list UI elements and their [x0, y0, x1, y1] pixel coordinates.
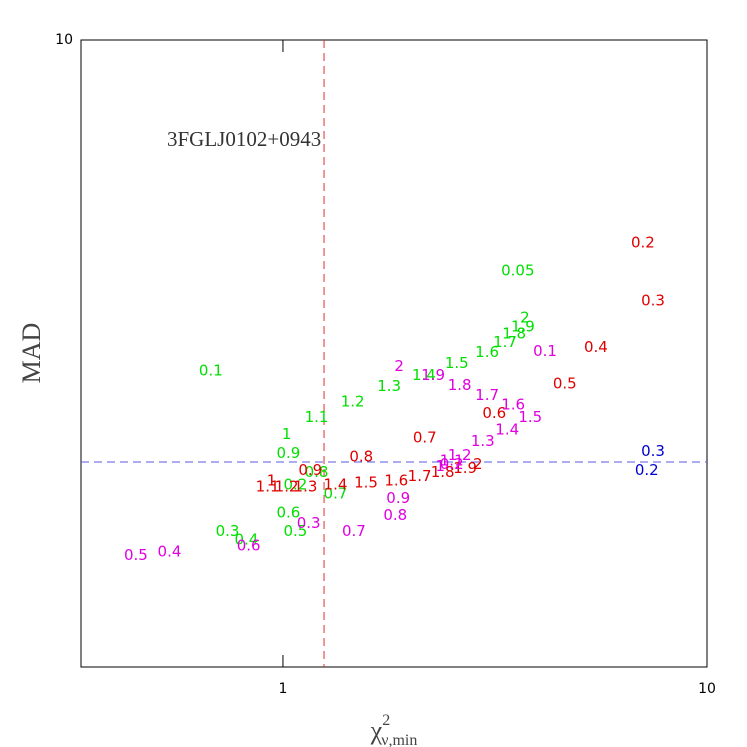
- point-label: 0.1: [199, 362, 223, 380]
- point-label: 1.8: [502, 325, 526, 343]
- point-label: 1.8: [431, 463, 455, 481]
- point-label: 1.9: [511, 317, 535, 335]
- point-label: 0.9: [386, 489, 410, 507]
- point-label: 1.7: [408, 467, 432, 485]
- point-label: 1.2: [448, 446, 472, 464]
- point-label: 1.7: [475, 386, 499, 404]
- point-label: 0.4: [234, 531, 258, 549]
- point-label: 1.3: [377, 377, 401, 395]
- point-label: 1.7: [493, 333, 517, 351]
- point-label: 2: [473, 455, 483, 473]
- point-label: 1.6: [384, 471, 408, 489]
- point-label: 1.9: [421, 366, 445, 384]
- x-label-sup: 2: [382, 712, 390, 729]
- point-label: 1: [436, 457, 446, 475]
- point-label: 0.2: [635, 461, 659, 479]
- point-label: 1.9: [453, 459, 477, 477]
- point-label: 1.5: [354, 473, 378, 491]
- point-label: 1.4: [412, 366, 436, 384]
- point-label: 1.3: [294, 478, 318, 496]
- point-label: 1.3: [471, 432, 495, 450]
- point-label: 0.4: [584, 338, 608, 356]
- point-label: 0.5: [553, 375, 577, 393]
- point-label: 0.3: [216, 522, 240, 540]
- point-label: 0.3: [297, 514, 321, 532]
- point-label: 1.6: [475, 343, 499, 361]
- point-label: 0.2: [283, 476, 307, 494]
- point-label: 2: [394, 357, 404, 375]
- point-label: 0.7: [324, 484, 348, 502]
- point-label: 1.1: [440, 451, 464, 469]
- x-axis-label: χ2 ν,min: [370, 712, 418, 747]
- x-label-base: χ: [370, 716, 383, 745]
- point-label: 0.5: [124, 546, 148, 564]
- point-label: 1.2: [341, 393, 365, 411]
- point-label: 1.5: [518, 408, 542, 426]
- point-label: 0.2: [631, 234, 655, 252]
- point-label: 0.6: [237, 537, 261, 555]
- y-tick-label: 10: [55, 32, 73, 48]
- point-label: 0.8: [383, 506, 407, 524]
- point-label: 0.2: [440, 455, 464, 473]
- point-label: 1: [282, 425, 292, 443]
- point-label: 1.4: [324, 476, 348, 494]
- point-label: 0.5: [283, 522, 307, 540]
- point-label: 0.6: [276, 503, 300, 521]
- point-label: 2: [520, 309, 530, 327]
- point-label: 0.9: [276, 444, 300, 462]
- point-label: 0.8: [349, 448, 373, 466]
- x-tick-label: 1: [278, 681, 287, 697]
- annotation: 3FGLJ0102+0943: [167, 127, 321, 151]
- point-label: 0.7: [413, 428, 437, 446]
- point-label: 0.3: [641, 292, 665, 310]
- point-label: 1.2: [275, 478, 299, 496]
- point-label: 1.5: [445, 354, 469, 372]
- point-label: 0.8: [305, 463, 329, 481]
- point-label: 0.05: [501, 261, 534, 279]
- point-label: 0.1: [533, 342, 557, 360]
- point-label: 0.9: [298, 461, 322, 479]
- point-label: 0.4: [158, 543, 182, 561]
- point-label: 0.3: [641, 442, 665, 460]
- point-label: 1.1: [305, 408, 329, 426]
- plot-frame: [80, 39, 708, 668]
- point-label: 1.6: [501, 395, 525, 413]
- y-axis-label: MAD: [17, 323, 46, 384]
- point-label: 0.6: [482, 404, 506, 422]
- point-label: 1.4: [495, 420, 519, 438]
- point-label: 0.7: [342, 522, 366, 540]
- point-label: 1.1: [256, 478, 280, 496]
- x-tick-label: 10: [698, 681, 716, 697]
- point-label: 1: [267, 471, 277, 489]
- point-label: 1.8: [448, 376, 472, 394]
- x-label-sub: ν,min: [381, 732, 417, 747]
